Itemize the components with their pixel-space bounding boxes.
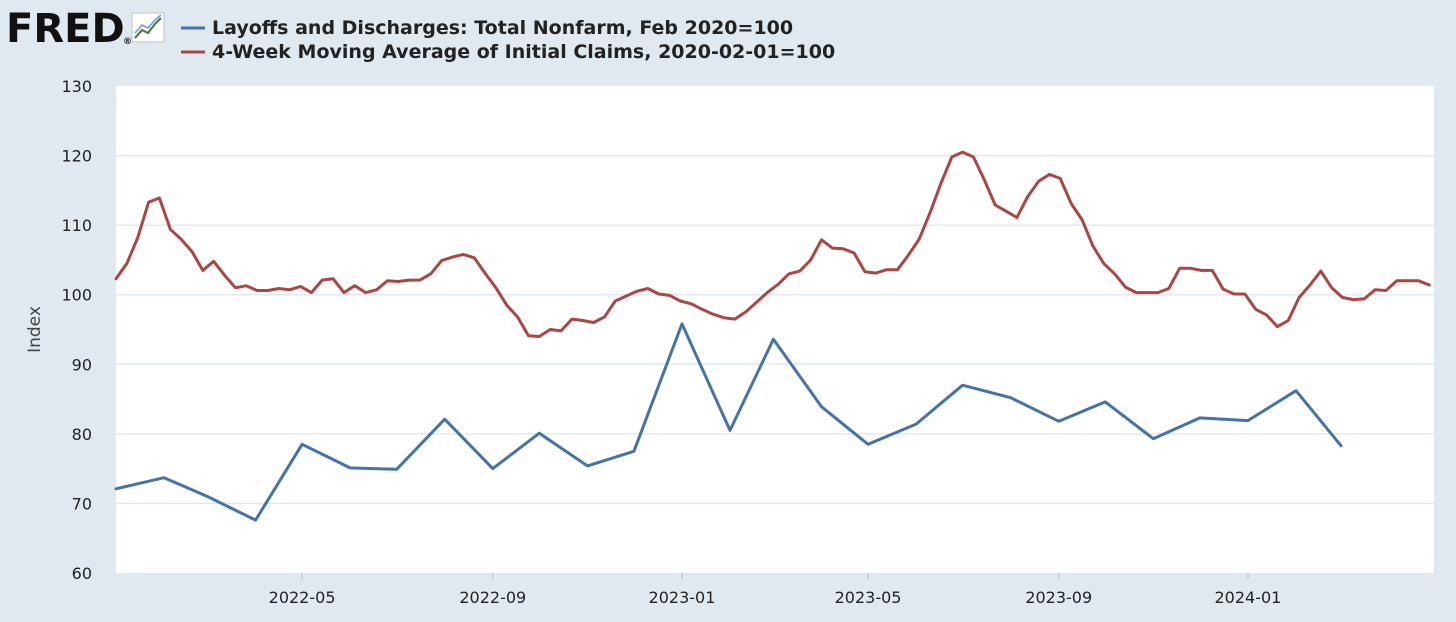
y-tick-label: 100 <box>61 286 92 305</box>
series-line-initial-claims[interactable] <box>114 150 1431 338</box>
line-chart-icon <box>131 12 165 43</box>
fred-logo-text: FRED <box>6 6 125 52</box>
x-tick-label: 2023-01 <box>649 588 716 607</box>
legend-item-layoffs[interactable]: Layoffs and Discharges: Total Nonfarm, F… <box>181 17 793 39</box>
y-axis-ticks: 60 70 80 90 100 110 120 130 <box>61 77 92 583</box>
y-tick-label: 130 <box>61 77 92 96</box>
series-lines <box>114 150 1431 522</box>
y-tick-label: 80 <box>72 425 92 444</box>
x-tick-label: 2022-09 <box>459 588 526 607</box>
series-line-layoffs[interactable] <box>114 322 1343 522</box>
legend-label-initial-claims: 4-Week Moving Average of Initial Claims,… <box>212 41 835 63</box>
x-axis-ticks: 2022-05 2022-09 2023-01 2023-05 2023-09 2024-… <box>269 573 1281 607</box>
legend: Layoffs and Discharges: Total Nonfarm, F… <box>181 17 835 63</box>
plot-area <box>116 86 1434 573</box>
y-axis-label: Index <box>25 306 45 353</box>
y-tick-label: 60 <box>72 564 92 583</box>
registered-mark: ® <box>123 37 132 47</box>
legend-item-initial-claims[interactable]: 4-Week Moving Average of Initial Claims,… <box>181 41 835 63</box>
x-tick-label: 2022-05 <box>269 588 336 607</box>
y-tick-label: 90 <box>72 355 92 374</box>
x-tick-label: 2023-05 <box>835 588 902 607</box>
gridlines <box>116 154 1434 505</box>
y-tick-label: 110 <box>61 216 92 235</box>
y-tick-label: 120 <box>61 147 92 166</box>
fred-logo[interactable]: FRED ® <box>6 6 165 52</box>
legend-label-layoffs: Layoffs and Discharges: Total Nonfarm, F… <box>212 17 793 39</box>
y-tick-label: 70 <box>72 494 92 513</box>
x-tick-label: 2024-01 <box>1214 588 1281 607</box>
x-tick-label: 2023-09 <box>1025 588 1092 607</box>
